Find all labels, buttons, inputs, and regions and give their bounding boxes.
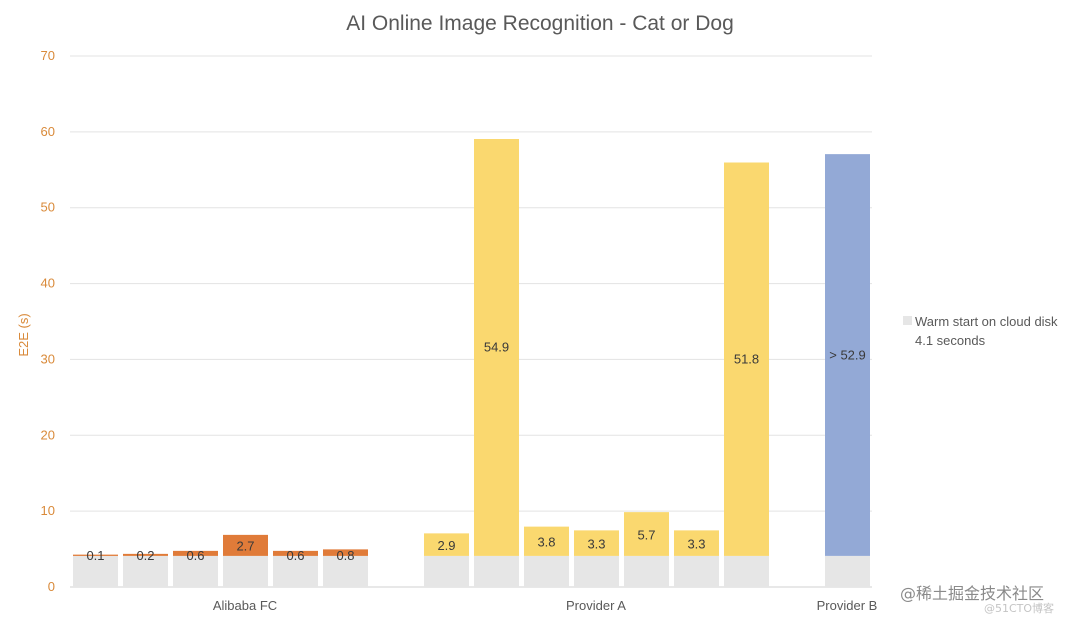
data-label: 2.7: [236, 539, 254, 554]
legend-label-warm-start: Warm start on cloud disk: [915, 314, 1058, 329]
bar-base-segment: [424, 555, 469, 587]
y-tick-labels: 0 10 20 30 40 50 60 70: [41, 48, 55, 594]
data-label: 0.6: [286, 548, 304, 563]
bar-extra-segment: [123, 554, 168, 556]
x-category-labels: Alibaba FC Provider A Provider B: [213, 598, 878, 613]
bar-extra-segment: [173, 551, 218, 556]
bar-extra-segment: [223, 535, 268, 556]
data-label: 51.8: [734, 351, 759, 366]
data-label: 3.3: [687, 536, 705, 551]
bar-extra-segment: [724, 162, 769, 556]
y-tick-label: 10: [41, 503, 55, 518]
y-tick-label: 20: [41, 427, 55, 442]
bar-base-segment: [123, 555, 168, 587]
chart-title: AI Online Image Recognition - Cat or Dog: [346, 12, 734, 35]
data-label: 0.2: [136, 548, 154, 563]
data-label: 0.6: [186, 548, 204, 563]
y-tick-label: 50: [41, 200, 55, 215]
bar-extra-segment: [424, 533, 469, 556]
y-tick-label: 60: [41, 124, 55, 139]
legend: Warm start on cloud disk 4.1 seconds: [903, 314, 1058, 348]
data-label: 0.1: [86, 548, 104, 563]
x-category-label: Provider A: [566, 598, 626, 613]
watermark-line2: @51CTO博客: [984, 601, 1054, 615]
bar-base-segment: [323, 555, 368, 587]
bar-extra-segment: [825, 154, 870, 556]
bar-base-segment: [273, 555, 318, 587]
bar-extra-segment: [624, 512, 669, 556]
watermark-line1: @稀土掘金技术社区: [900, 584, 1044, 603]
data-label: 3.8: [537, 534, 555, 549]
bar-base-segment: [574, 555, 619, 587]
bar-base-segment: [674, 555, 719, 587]
bar-base-segment: [624, 555, 669, 587]
bar-extra-segment: [574, 530, 619, 556]
bar-base-segment: [474, 555, 519, 587]
bar-base-segment: [73, 555, 118, 587]
bar-base-segment: [524, 555, 569, 587]
bar-extra-segment: [273, 551, 318, 556]
y-tick-label: 40: [41, 276, 55, 291]
bar-extra-segment: [474, 139, 519, 556]
y-tick-label: 0: [48, 579, 55, 594]
data-label: 2.9: [437, 538, 455, 553]
legend-note-warm-start: 4.1 seconds: [915, 333, 986, 348]
data-labels: 0.1 0.2 0.6 2.7 0.6 0.8 2.9 54.9 3.8 3.3 5.7 3.3 51.…: [86, 340, 865, 563]
bar-base-segment: [724, 555, 769, 587]
data-label: 0.8: [336, 548, 354, 563]
y-tick-label: 70: [41, 48, 55, 63]
grid-lines: [70, 55, 872, 588]
bar-extra-segment: [524, 527, 569, 556]
bar-base-segment: [173, 555, 218, 587]
data-label: 5.7: [637, 527, 655, 542]
bar-extra-segment: [323, 549, 368, 556]
data-label: > 52.9: [829, 347, 866, 362]
watermark: @稀土掘金技术社区 @51CTO博客: [900, 584, 1054, 615]
y-tick-label: 30: [41, 351, 55, 366]
x-category-label: Alibaba FC: [213, 598, 277, 613]
x-category-label: Provider B: [817, 598, 878, 613]
bar-base-segment: [825, 555, 870, 587]
data-label: 54.9: [484, 340, 509, 355]
bar-extra-segment: [674, 530, 719, 556]
bar-base-segment: [223, 555, 268, 587]
legend-swatch-warm-start: [903, 316, 912, 325]
bars: [73, 138, 870, 587]
y-axis-label: E2E (s): [16, 313, 31, 356]
data-label: 3.3: [587, 536, 605, 551]
